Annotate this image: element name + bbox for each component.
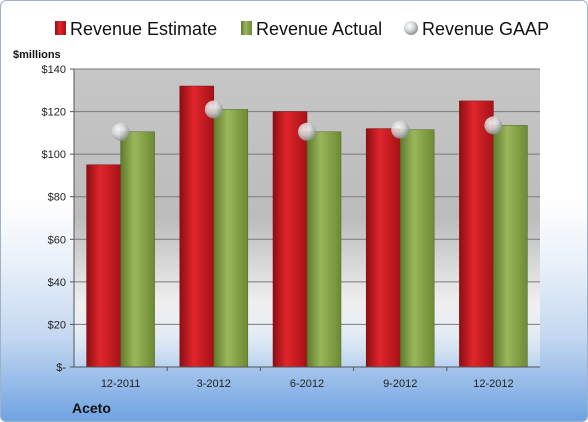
- bar-revenue-estimate: [459, 100, 494, 368]
- x-axis: 12-2011 3-2012 6-2012 9-2012 12-2012: [101, 367, 514, 390]
- bar-revenue-estimate: [179, 85, 215, 368]
- marker-revenue-gaap: [391, 120, 410, 139]
- legend-swatch-actual: [241, 21, 252, 35]
- company-label: Aceto: [72, 400, 111, 416]
- y-tick-label: $100: [42, 149, 66, 161]
- x-tick-label: 6-2012: [290, 378, 324, 390]
- legend-label-gaap: Revenue GAAP: [422, 19, 549, 39]
- x-tick-label: 9-2012: [383, 378, 417, 390]
- marker-revenue-gaap: [484, 116, 503, 135]
- bar-revenue-actual: [399, 129, 435, 368]
- gaap-markers: [111, 100, 503, 141]
- legend-label-actual: Revenue Actual: [256, 19, 382, 39]
- bars: [86, 85, 528, 368]
- bar-revenue-estimate: [365, 128, 401, 368]
- y-tick-label: $20: [48, 319, 66, 331]
- marker-revenue-gaap: [111, 122, 130, 141]
- legend-label-estimate: Revenue Estimate: [70, 19, 217, 39]
- x-tick-label: 3-2012: [197, 378, 231, 390]
- bar-revenue-actual: [493, 125, 528, 368]
- legend: Revenue Estimate Revenue Actual Revenue …: [55, 19, 549, 39]
- y-tick-label: $-: [56, 362, 66, 374]
- y-tick-label: $140: [42, 64, 66, 76]
- bar-revenue-estimate: [272, 111, 308, 368]
- legend-swatch-gaap: [404, 21, 418, 35]
- x-tick-label: 12-2011: [101, 378, 141, 390]
- bar-revenue-estimate: [86, 164, 121, 368]
- y-axis-unit-label: $millions: [13, 49, 61, 61]
- y-tick-label: $40: [48, 277, 66, 289]
- y-tick-label: $80: [48, 192, 66, 204]
- marker-revenue-gaap: [204, 100, 223, 119]
- bar-revenue-actual: [306, 131, 342, 368]
- y-tick-label: $120: [42, 107, 66, 119]
- bar-revenue-actual: [120, 131, 155, 368]
- y-axis: $- $20 $40 $60 $80 $100 $120 $140: [42, 64, 75, 374]
- legend-swatch-estimate: [55, 21, 66, 35]
- x-tick-label: 12-2012: [473, 378, 513, 390]
- y-tick-label: $60: [48, 234, 66, 246]
- bar-revenue-actual: [213, 109, 249, 368]
- marker-revenue-gaap: [298, 122, 316, 141]
